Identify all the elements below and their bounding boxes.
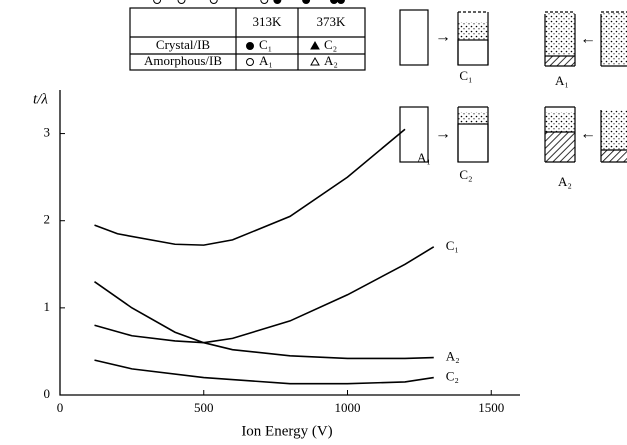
svg-text:←: ← bbox=[580, 126, 596, 143]
y-tick-label: 1 bbox=[44, 299, 51, 314]
y-tick-label: 0 bbox=[44, 386, 51, 401]
table-header: 373K bbox=[317, 14, 347, 29]
y-axis-label: t/λ bbox=[33, 91, 48, 107]
point bbox=[153, 0, 162, 4]
schematics: → ← → ← bbox=[399, 9, 627, 163]
point bbox=[260, 0, 269, 4]
svg-text:→: → bbox=[435, 29, 451, 46]
legend-label: C₂ bbox=[324, 37, 337, 52]
legend-marker bbox=[310, 56, 320, 66]
fit-curve bbox=[94, 281, 434, 360]
x-tick-label: 0 bbox=[57, 400, 64, 415]
schematic-label: C₂ bbox=[459, 167, 472, 182]
y-tick-label: 2 bbox=[44, 212, 51, 227]
fit-curve bbox=[94, 128, 406, 246]
curve-label: A₁ bbox=[417, 150, 431, 165]
point bbox=[177, 0, 186, 4]
legend-table bbox=[129, 7, 366, 71]
x-tick-label: 1000 bbox=[335, 400, 361, 415]
legend-marker bbox=[246, 58, 254, 66]
legend-label: C₁ bbox=[259, 37, 272, 52]
legend-label: A₂ bbox=[324, 53, 338, 68]
point bbox=[273, 0, 282, 4]
point bbox=[209, 0, 218, 4]
legend-marker bbox=[310, 40, 320, 50]
svg-text:→: → bbox=[435, 126, 451, 143]
schematic-label: A₁ bbox=[555, 73, 569, 88]
fit-curve bbox=[94, 246, 435, 344]
x-tick-label: 1500 bbox=[478, 400, 504, 415]
curve-label: C₂ bbox=[446, 369, 459, 384]
curve-label: C₁ bbox=[446, 238, 459, 253]
fit-curve bbox=[94, 359, 434, 385]
schematic-label: A₂ bbox=[558, 174, 572, 189]
y-tick-label: 3 bbox=[44, 125, 51, 140]
svg-text:←: ← bbox=[580, 31, 596, 48]
curve-label: A₂ bbox=[446, 349, 460, 364]
x-tick-label: 500 bbox=[194, 400, 214, 415]
table-header: 313K bbox=[253, 14, 283, 29]
point bbox=[336, 0, 345, 4]
table-row-label: Amorphous/IB bbox=[144, 53, 222, 68]
point bbox=[302, 0, 311, 4]
table-row-label: Crystal/IB bbox=[156, 37, 210, 52]
schematic-label: C₁ bbox=[459, 68, 472, 83]
point bbox=[330, 0, 338, 4]
legend-label: A₁ bbox=[259, 53, 273, 68]
x-axis-label: Ion Energy (V) bbox=[241, 423, 332, 439]
legend-marker bbox=[246, 42, 254, 50]
